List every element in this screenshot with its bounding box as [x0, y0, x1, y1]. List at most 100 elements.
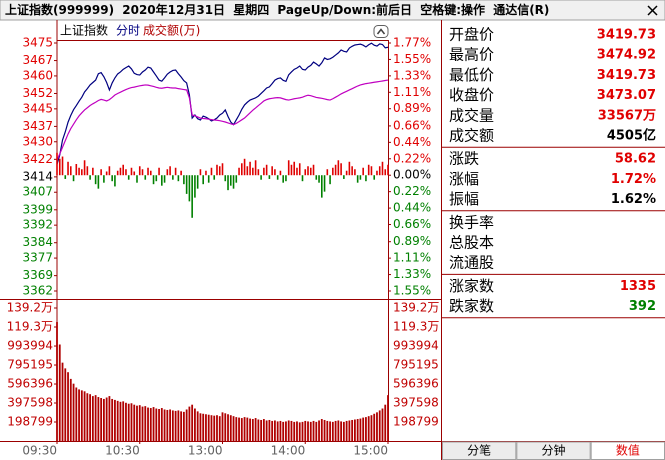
change-bar	[177, 175, 180, 182]
volume-bar	[367, 416, 370, 441]
volume-tick-label: 993994	[7, 339, 53, 353]
tab-label[interactable]: 分钟	[541, 443, 565, 458]
change-bar	[56, 152, 58, 176]
change-bar	[337, 160, 340, 176]
toggle-box[interactable]	[373, 25, 389, 38]
volume-bar	[268, 419, 271, 441]
volume-bar	[279, 420, 282, 441]
change-bar	[183, 175, 185, 185]
close-button[interactable]	[645, 3, 660, 17]
volume-bar	[180, 411, 183, 441]
volume-tick-label: 139.2万	[393, 301, 439, 315]
tab-label[interactable]: 分笔	[467, 443, 491, 458]
volume-bar	[147, 407, 149, 441]
volume-bar	[97, 397, 100, 441]
volume-bar	[227, 414, 229, 441]
change-bar	[312, 164, 315, 176]
y2-tick-label: 0.22%	[393, 151, 431, 165]
change-bar	[362, 167, 364, 176]
volume-bar	[345, 420, 348, 441]
volume-bar	[334, 420, 337, 441]
change-bar	[116, 170, 119, 176]
change-bar	[97, 175, 100, 189]
change-bar	[351, 166, 353, 176]
change-bar	[254, 160, 257, 176]
volume-bar	[362, 417, 365, 441]
change-bar	[279, 170, 282, 176]
info-label: 涨家数	[449, 277, 494, 295]
change-bar	[332, 167, 334, 176]
y2-tick-label: 1.11%	[393, 85, 431, 99]
volume-bar	[177, 410, 180, 441]
volume-bar	[86, 393, 89, 441]
change-bar	[268, 175, 271, 179]
change-bar	[293, 161, 296, 176]
y2-tick-label: 1.11%	[393, 251, 431, 265]
volume-bar	[158, 408, 160, 441]
y2-tick-label: 0.89%	[393, 101, 431, 115]
volume-bar	[387, 395, 389, 441]
volume-bar	[182, 411, 185, 441]
y-tick-label: 3452	[22, 86, 53, 100]
change-bar	[315, 175, 318, 180]
y-tick-label: 3414	[22, 169, 53, 183]
volume-bar	[141, 406, 144, 441]
info-value: 3474.92	[597, 48, 656, 63]
y-tick-label: 3460	[22, 68, 53, 82]
change-bar	[359, 175, 362, 180]
change-bar	[304, 169, 307, 176]
volume-bar	[318, 420, 320, 441]
change-bar	[274, 169, 276, 176]
change-bar	[246, 166, 249, 176]
change-bar	[367, 164, 370, 176]
volume-bar	[100, 398, 103, 441]
y2-tick-label: 1.55%	[393, 52, 431, 66]
volume-bar	[114, 399, 116, 441]
change-bar	[210, 167, 213, 176]
volume-bar	[58, 344, 61, 441]
volume-bar	[130, 403, 133, 441]
volume-bar	[67, 372, 69, 441]
change-bar	[343, 175, 345, 179]
volume-bar	[152, 407, 155, 441]
info-value: 4505亿	[607, 128, 656, 144]
tab-label[interactable]: 数值	[616, 443, 640, 458]
info-value: 33567万	[598, 108, 656, 123]
change-bar	[166, 169, 169, 176]
change-bar	[287, 160, 290, 176]
volume-bar	[229, 415, 232, 441]
close-icon[interactable]	[647, 5, 658, 16]
volume-bar	[257, 419, 260, 441]
change-bar	[249, 161, 251, 176]
volume-bar	[293, 421, 296, 441]
change-bar	[296, 167, 298, 176]
panel-toggle[interactable]	[373, 25, 389, 38]
y2-tick-label: 0.66%	[393, 118, 431, 132]
change-bar	[384, 169, 387, 176]
y-tick-label: 3475	[22, 36, 53, 50]
volume-bar	[80, 390, 83, 441]
volume-tick-label: 795195	[393, 358, 439, 372]
info-label: 最低价	[449, 66, 494, 84]
y-tick-label: 3430	[22, 134, 53, 148]
volume-bar	[196, 411, 199, 441]
y-tick-label: 3407	[22, 185, 53, 199]
y2-tick-label: 1.33%	[393, 267, 431, 281]
info-value: 1.72%	[611, 172, 656, 187]
change-bar	[348, 161, 351, 176]
volume-bar	[221, 412, 224, 441]
change-bar	[64, 175, 67, 179]
change-bar	[376, 170, 378, 176]
change-bar	[276, 175, 279, 180]
volume-bar	[83, 391, 86, 441]
volume-bar	[144, 406, 147, 441]
toggle-icon[interactable]	[376, 28, 386, 35]
change-bar	[89, 175, 91, 180]
volume-bar	[296, 421, 298, 441]
change-bar	[180, 170, 182, 176]
y-tick-label: 3422	[22, 152, 53, 166]
change-bar	[130, 167, 133, 176]
volume-bar	[119, 401, 122, 441]
info-value: 1.62%	[611, 192, 656, 207]
